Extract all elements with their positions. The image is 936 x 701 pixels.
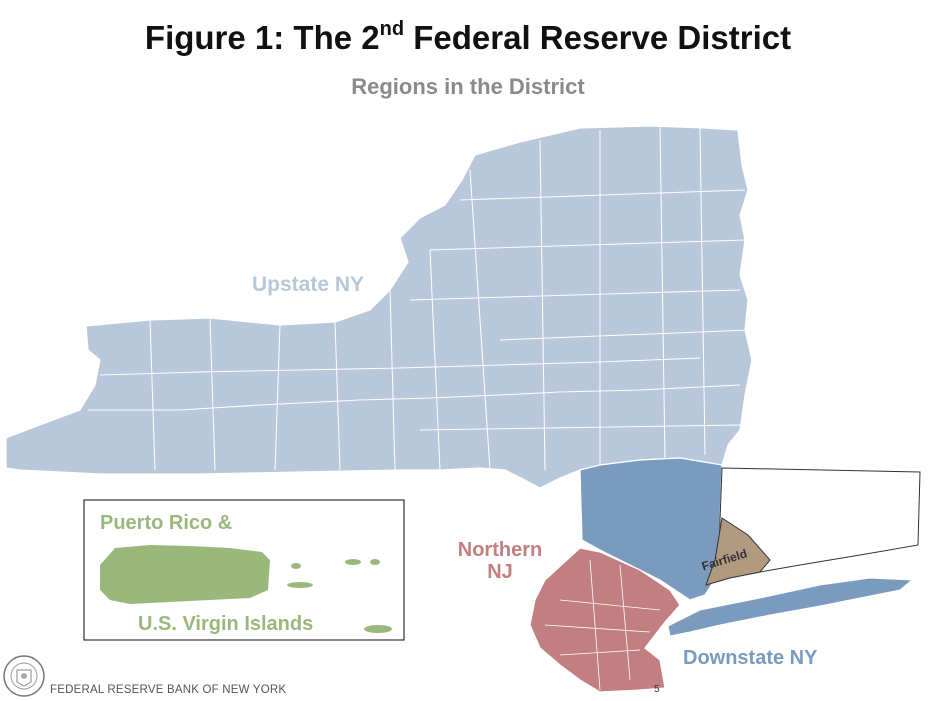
figure-title: Figure 1: The 2nd Federal Reserve Distri…: [0, 18, 936, 57]
label-northern-nj: Northern NJ: [448, 539, 552, 583]
label-upstate-ny: Upstate NY: [252, 273, 365, 296]
st-john-island: [370, 559, 380, 565]
st-croix-island: [364, 625, 392, 633]
federal-reserve-seal-icon: [3, 655, 45, 697]
title-text-suffix: Federal Reserve District: [404, 19, 792, 56]
label-northern-nj-line1: Northern: [457, 539, 543, 561]
label-puerto-rico: Puerto Rico &: [100, 512, 233, 534]
label-northern-nj-line2: NJ: [487, 561, 513, 583]
region-fairfield: [705, 517, 771, 586]
puerto-rico-island: [100, 545, 270, 604]
long-island: [667, 577, 914, 637]
label-virgin-islands: U.S. Virgin Islands: [138, 613, 314, 635]
nj-county-lines: [544, 559, 661, 691]
footer-bank-name: FEDERAL RESERVE BANK OF NEW YORK: [50, 684, 287, 696]
region-downstate-ny: [579, 457, 723, 601]
title-superscript: nd: [379, 18, 405, 40]
page-number: 5: [654, 684, 660, 695]
region-northern-nj: [529, 547, 681, 693]
county-lines: [88, 125, 751, 471]
st-thomas-island: [345, 559, 361, 565]
vieques-island: [287, 582, 313, 588]
region-upstate-ny: [5, 125, 753, 489]
culebra-island: [291, 563, 301, 569]
title-text: Figure 1: The 2: [144, 19, 380, 56]
label-downstate-ny: Downstate NY: [683, 647, 818, 669]
figure-subtitle: Regions in the District: [351, 74, 585, 99]
